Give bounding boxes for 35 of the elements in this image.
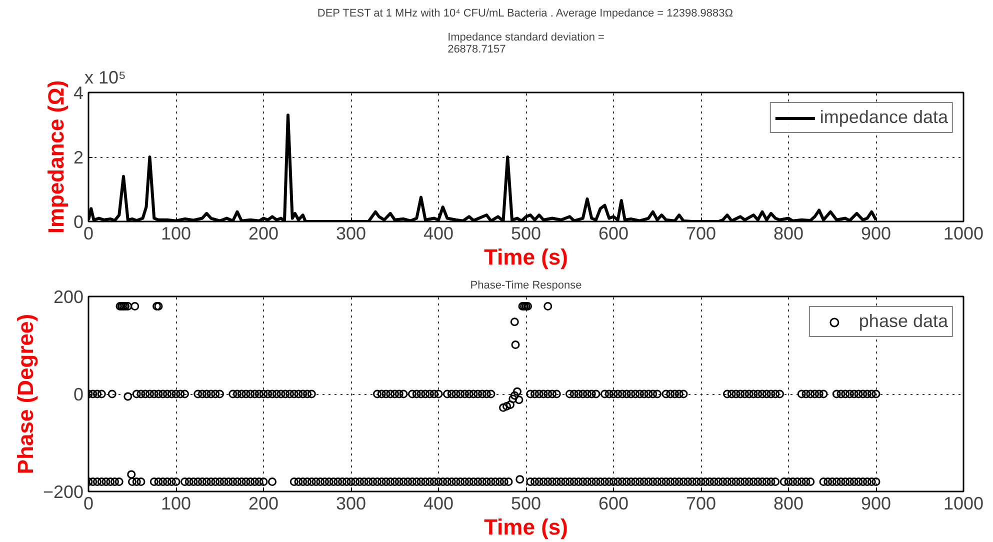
x-tick-label: 800 (773, 494, 804, 514)
x-tick-label: 100 (160, 494, 192, 514)
y-tick-label: 200 (53, 287, 84, 307)
y-tick-label: −200 (42, 482, 84, 502)
x-axis-title: Time (s) (484, 244, 568, 270)
x-tick-label: 200 (248, 224, 279, 244)
text: x 10⁵ (84, 68, 126, 88)
x-tick-label: 400 (423, 224, 454, 244)
x-tick-label: 1000 (943, 224, 984, 244)
x-tick-label: 300 (336, 494, 366, 514)
x-tick-label: 700 (686, 494, 716, 514)
y-tick-label: 2 (73, 148, 84, 168)
x-tick-label: 400 (423, 494, 454, 514)
x-tick-label: 300 (336, 224, 366, 244)
chart-title: DEP TEST at 1 MHz with 10⁴ CFU/mL Bacteria . Average Impedance = 12398.9883Ω (317, 8, 733, 20)
legend-label: impedance data (820, 107, 948, 128)
x-tick-label: 500 (510, 494, 542, 514)
y-tick-label: 0 (73, 384, 84, 404)
x-tick-label: 900 (860, 494, 892, 514)
x-axis-title: Time (s) (484, 514, 568, 540)
y-axis-title: Phase (Degree) (12, 314, 38, 474)
y-tick-label: 4 (73, 83, 84, 103)
x-tick-label: 1000 (943, 494, 984, 514)
chart-title: Phase-Time Response (470, 280, 582, 292)
x-tick-label: 500 (510, 224, 542, 244)
x-tick-label: 800 (773, 224, 804, 244)
x-tick-label: 200 (248, 494, 279, 514)
legend-label: phase data (858, 311, 948, 332)
chart-subtitle: Impedance standard deviation = 26878.7157 (448, 32, 604, 56)
x-tick-label: 600 (598, 494, 629, 514)
x-tick-label: 900 (860, 224, 892, 244)
x-tick-label: 100 (160, 224, 192, 244)
x-tick-label: 700 (686, 224, 716, 244)
x-tick-label: 600 (598, 224, 629, 244)
y-axis-title: Impedance (Ω) (43, 80, 68, 234)
